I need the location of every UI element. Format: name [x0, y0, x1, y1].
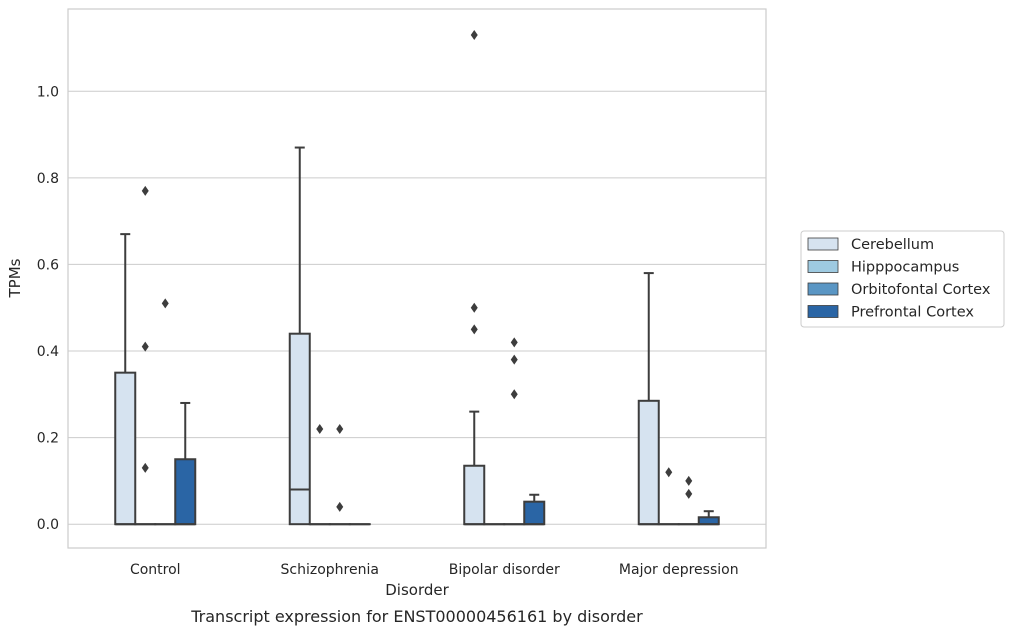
legend-swatch [807, 305, 839, 318]
box-group [114, 233, 137, 526]
box-layer [114, 29, 720, 526]
box-group [134, 185, 157, 526]
legend-swatch [807, 282, 839, 296]
y-tick-label: 0.6 [37, 257, 59, 273]
outlier-point [470, 324, 478, 335]
x-axis-label: Disorder [385, 581, 449, 599]
box [523, 500, 546, 526]
legend-label: Cerebellum [851, 237, 934, 253]
legend-swatch [807, 237, 839, 251]
outlier-point [141, 185, 149, 196]
outlier-point [510, 389, 518, 400]
box [114, 371, 137, 526]
outlier-point [336, 423, 344, 434]
box-group [523, 493, 546, 526]
y-tick-label: 0.0 [37, 517, 59, 533]
outlier-point [665, 467, 673, 478]
tick-labels: 0.0 0.2 0.4 0.6 0.8 1.0 Control Schizophrenia Bi… [37, 84, 739, 578]
box [174, 458, 197, 526]
box-group [697, 510, 720, 526]
x-tick-label: Control [130, 562, 181, 578]
box-group [308, 423, 331, 526]
chart-caption: Transcript expression for ENST0000045616… [190, 607, 643, 626]
box [637, 399, 660, 526]
outlier-point [510, 354, 518, 365]
outlier-point [141, 462, 149, 473]
outlier-point [685, 475, 693, 486]
gridlines [68, 90, 766, 525]
outlier-point [510, 337, 518, 348]
x-tick-label: Major depression [619, 562, 739, 578]
x-tick-label: Schizophrenia [281, 562, 379, 578]
legend-swatch [807, 260, 839, 273]
legend-frame [800, 230, 1005, 328]
box [697, 516, 720, 526]
outlier-point [685, 488, 693, 499]
x-tick-label: Bipolar disorder [449, 562, 560, 578]
box-group [463, 29, 486, 526]
box-group [328, 423, 351, 526]
y-axis-label: TPMs [6, 258, 24, 298]
legend-label: Hipppocampus [851, 260, 959, 276]
box-group [174, 401, 197, 526]
box-group [657, 467, 680, 526]
box [288, 332, 311, 526]
plot-frame [67, 8, 767, 549]
box-group [677, 475, 700, 526]
outlier-point [316, 423, 324, 434]
y-tick-label: 0.4 [37, 344, 59, 360]
outlier-point [161, 298, 169, 309]
box-group [637, 272, 660, 526]
outlier-point [470, 302, 478, 313]
box-group [503, 337, 526, 526]
outlier-point [470, 29, 478, 40]
y-tick-label: 0.2 [37, 431, 59, 447]
box-group [154, 298, 177, 526]
legend-label: Orbitofontal Cortex [851, 282, 991, 298]
outlier-point [336, 501, 344, 512]
box [463, 464, 486, 526]
box-group [288, 146, 311, 526]
y-tick-label: 0.8 [37, 171, 59, 187]
legend: Cerebellum Hipppocampus Orbitofontal Corte… [800, 230, 1005, 328]
y-tick-label: 1.0 [37, 84, 59, 100]
legend-label: Prefrontal Cortex [851, 305, 974, 321]
outlier-point [141, 341, 149, 352]
